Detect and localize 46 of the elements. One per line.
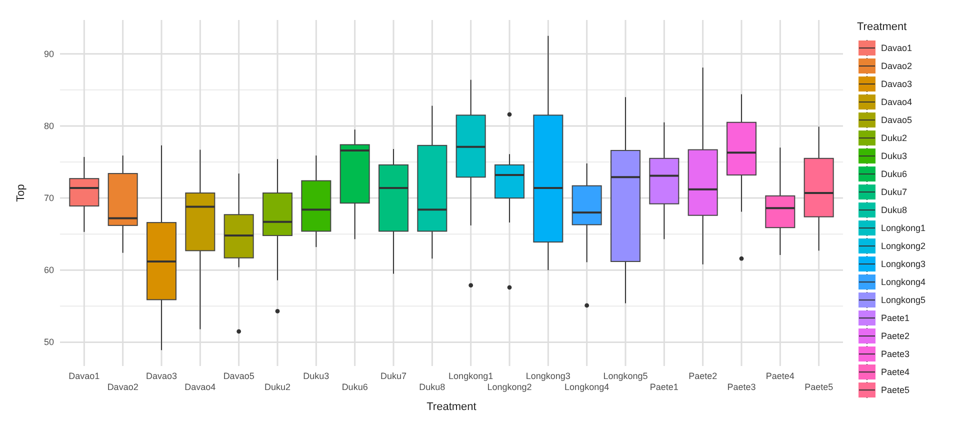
legend-label: Longkong3 xyxy=(881,258,926,269)
legend-label: Davao4 xyxy=(881,96,912,107)
x-tick-label: Davao3 xyxy=(146,371,178,381)
legend-label: Paete2 xyxy=(881,330,910,341)
legend-label: Duku8 xyxy=(881,204,908,215)
legend-label: Longkong5 xyxy=(881,294,926,305)
x-tick-label: Longkong2 xyxy=(487,382,532,392)
y-tick-label: 60 xyxy=(44,265,54,276)
x-tick-label: Longkong4 xyxy=(564,382,610,392)
legend-label: Longkong2 xyxy=(881,240,926,251)
x-tick-label: Duku2 xyxy=(264,382,291,392)
x-tick-label: Paete2 xyxy=(688,371,718,381)
y-tick-label: 90 xyxy=(44,48,54,59)
legend-title: Treatment xyxy=(857,21,907,33)
x-tick-label: Davao5 xyxy=(223,371,254,381)
x-tick-label: Duku7 xyxy=(380,371,407,381)
y-axis-title: Top xyxy=(15,184,27,202)
x-tick-label: Duku3 xyxy=(303,371,330,381)
legend-label: Duku2 xyxy=(881,132,908,143)
x-tick-label: Paete3 xyxy=(727,382,756,392)
x-tick-label: Davao1 xyxy=(68,371,100,381)
y-tick-label: 50 xyxy=(44,337,54,348)
x-tick-label: Longkong3 xyxy=(526,371,570,381)
x-tick-label: Paete4 xyxy=(766,371,794,381)
x-tick-label: Davao2 xyxy=(107,382,138,392)
legend-label: Duku7 xyxy=(881,186,908,197)
y-tick-label: 70 xyxy=(44,192,54,203)
legend-label: Davao3 xyxy=(881,78,912,89)
legend-label: Davao1 xyxy=(881,42,912,53)
legend-label: Longkong1 xyxy=(881,222,926,233)
x-axis-title: Treatment xyxy=(426,401,476,413)
x-tick-label: Paete1 xyxy=(650,382,678,392)
legend-label: Paete3 xyxy=(881,348,910,359)
legend-label: Davao5 xyxy=(881,114,912,125)
legend-label: Duku3 xyxy=(881,150,908,161)
x-tick-label: Longkong1 xyxy=(448,371,494,381)
y-tick-label: 80 xyxy=(44,120,54,131)
legend-label: Longkong4 xyxy=(881,276,926,287)
legend-label: Paete1 xyxy=(881,312,910,323)
x-tick-label: Duku6 xyxy=(342,382,368,392)
legend-label: Davao2 xyxy=(881,60,912,71)
x-tick-label: Longkong5 xyxy=(603,371,648,381)
x-tick-label: Duku8 xyxy=(419,382,446,392)
legend-label: Duku6 xyxy=(881,168,908,179)
x-tick-label: Davao4 xyxy=(184,382,216,392)
x-tick-label: Paete5 xyxy=(804,382,834,392)
